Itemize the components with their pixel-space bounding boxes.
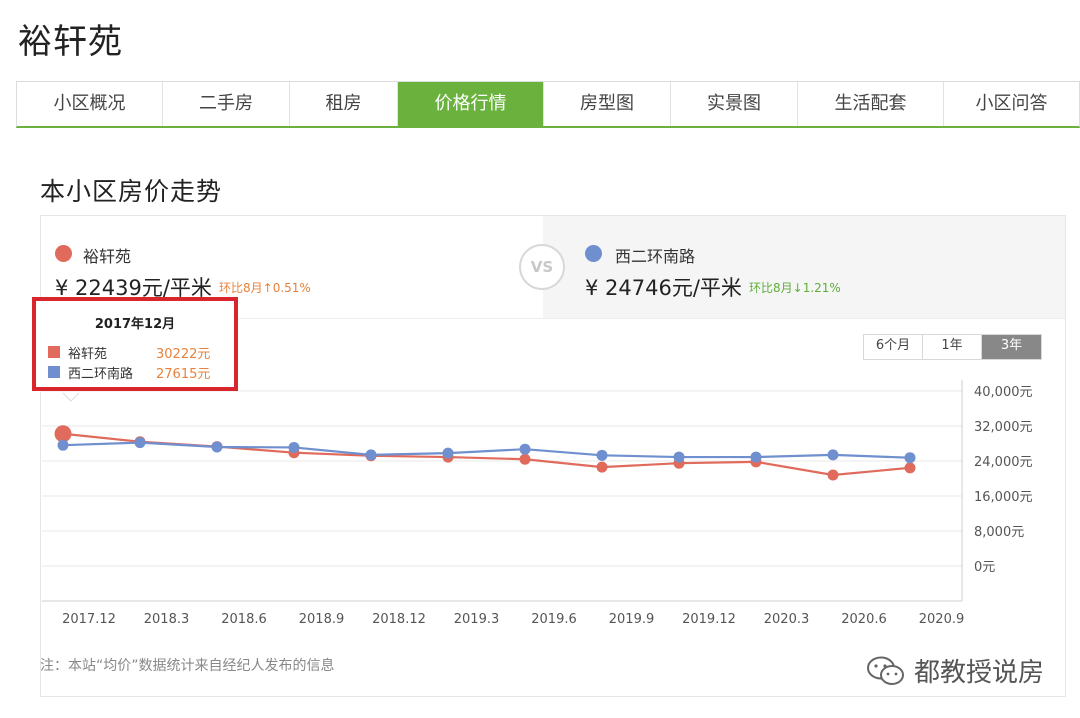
- series-point: [54, 425, 72, 443]
- compare-right: 西二环南路 ¥ 24746元/平米 环比8月↓1.21%: [543, 216, 1065, 319]
- page-title: 裕轩苑: [18, 22, 123, 62]
- tab-photos[interactable]: 实景图: [671, 82, 798, 126]
- tooltip-pointer: [62, 392, 80, 402]
- series-point: [519, 453, 531, 465]
- tooltip-value-left: 30222元: [156, 347, 211, 362]
- tab-floorplan[interactable]: 房型图: [544, 82, 671, 126]
- tooltip-name-right: 西二环南路: [68, 367, 134, 382]
- y-tick-label: 32,000元: [974, 420, 1033, 435]
- tooltip-title: 2017年12月: [94, 317, 176, 332]
- watermark: 都教授说房: [866, 652, 1044, 689]
- y-tick-label: 16,000元: [974, 490, 1033, 505]
- series-point: [596, 461, 608, 473]
- x-tick-label: 2020.3: [764, 612, 810, 627]
- x-tick-label: 2018.3: [144, 612, 190, 627]
- series-point: [904, 462, 916, 474]
- x-tick-label: 2018.9: [299, 612, 345, 627]
- series-point: [827, 469, 839, 481]
- nav-tabs: 小区概况 二手房 租房 价格行情 房型图 实景图 生活配套 小区问答: [16, 81, 1080, 128]
- x-tick-label: 2020.6: [841, 612, 887, 627]
- left-change: 环比8月↑0.51%: [219, 281, 311, 295]
- section-title: 本小区房价走势: [40, 177, 223, 206]
- tab-overview[interactable]: 小区概况: [17, 82, 163, 126]
- series-point: [750, 451, 762, 463]
- wechat-icon: [867, 656, 904, 685]
- series-point: [365, 449, 377, 461]
- tab-amenities[interactable]: 生活配套: [798, 82, 944, 126]
- x-tick-label: 2020.9: [919, 612, 965, 627]
- x-tick-label: 2019.3: [454, 612, 500, 627]
- data-source-note: 注：本站“均价”数据统计来自经纪人发布的信息: [40, 658, 335, 674]
- tab-qa[interactable]: 小区问答: [975, 93, 1048, 114]
- watermark-text: 都教授说房: [914, 658, 1045, 688]
- right-change: 环比8月↓1.21%: [749, 281, 841, 295]
- price-trend-panel: 裕轩苑 ¥ 22439元/平米 环比8月↑0.51% VS 西二环南路 ¥ 24…: [40, 215, 1066, 697]
- left-community-name: 裕轩苑: [83, 247, 132, 266]
- series-point: [134, 437, 146, 449]
- left-series-dot: [55, 245, 72, 262]
- x-tick-label: 2019.9: [609, 612, 655, 627]
- chart-tooltip: 2017年12月 裕轩苑 30222元 西二环南路 27615元: [32, 297, 238, 391]
- tooltip-value-right: 27615元: [156, 367, 211, 382]
- tooltip-swatch-left: [48, 346, 60, 358]
- y-tick-label: 40,000元: [974, 385, 1033, 400]
- range-1-year-button[interactable]: 1年: [923, 335, 982, 359]
- left-price: ¥ 22439元/平米: [55, 276, 212, 300]
- series-line-area: [62, 441, 911, 459]
- range-6-months-button[interactable]: 6个月: [864, 335, 923, 359]
- series-point: [904, 452, 916, 464]
- series-point: [57, 439, 69, 451]
- series-point: [211, 441, 223, 453]
- tooltip-swatch-right: [48, 366, 60, 378]
- x-tick-label: 2019.6: [531, 612, 577, 627]
- tab-rent[interactable]: 租房: [290, 82, 398, 126]
- tab-price[interactable]: 价格行情: [398, 82, 544, 126]
- series-point: [442, 447, 454, 459]
- y-tick-label: 24,000元: [974, 455, 1033, 470]
- tab-second-hand[interactable]: 二手房: [163, 82, 290, 126]
- vs-badge: VS: [519, 244, 565, 290]
- series-point: [519, 443, 531, 455]
- y-tick-label: 0元: [974, 560, 995, 575]
- right-price: ¥ 24746元/平米: [585, 276, 742, 300]
- range-3-years-button[interactable]: 3年: [982, 335, 1041, 359]
- series-point: [827, 449, 839, 461]
- x-tick-label: 2019.12: [682, 612, 736, 627]
- series-line-community: [62, 432, 911, 477]
- series-point: [596, 449, 608, 461]
- series-point: [288, 441, 300, 453]
- x-tick-label: 2018.6: [221, 612, 267, 627]
- right-series-dot: [585, 245, 602, 262]
- tooltip-name-left: 裕轩苑: [68, 347, 108, 362]
- right-area-name: 西二环南路: [615, 247, 696, 266]
- x-tick-label: 2017.12: [62, 612, 116, 627]
- series-point: [673, 451, 685, 463]
- range-selector: 6个月 1年 3年: [863, 334, 1042, 360]
- x-tick-label: 2018.12: [372, 612, 426, 627]
- y-tick-label: 8,000元: [974, 525, 1024, 540]
